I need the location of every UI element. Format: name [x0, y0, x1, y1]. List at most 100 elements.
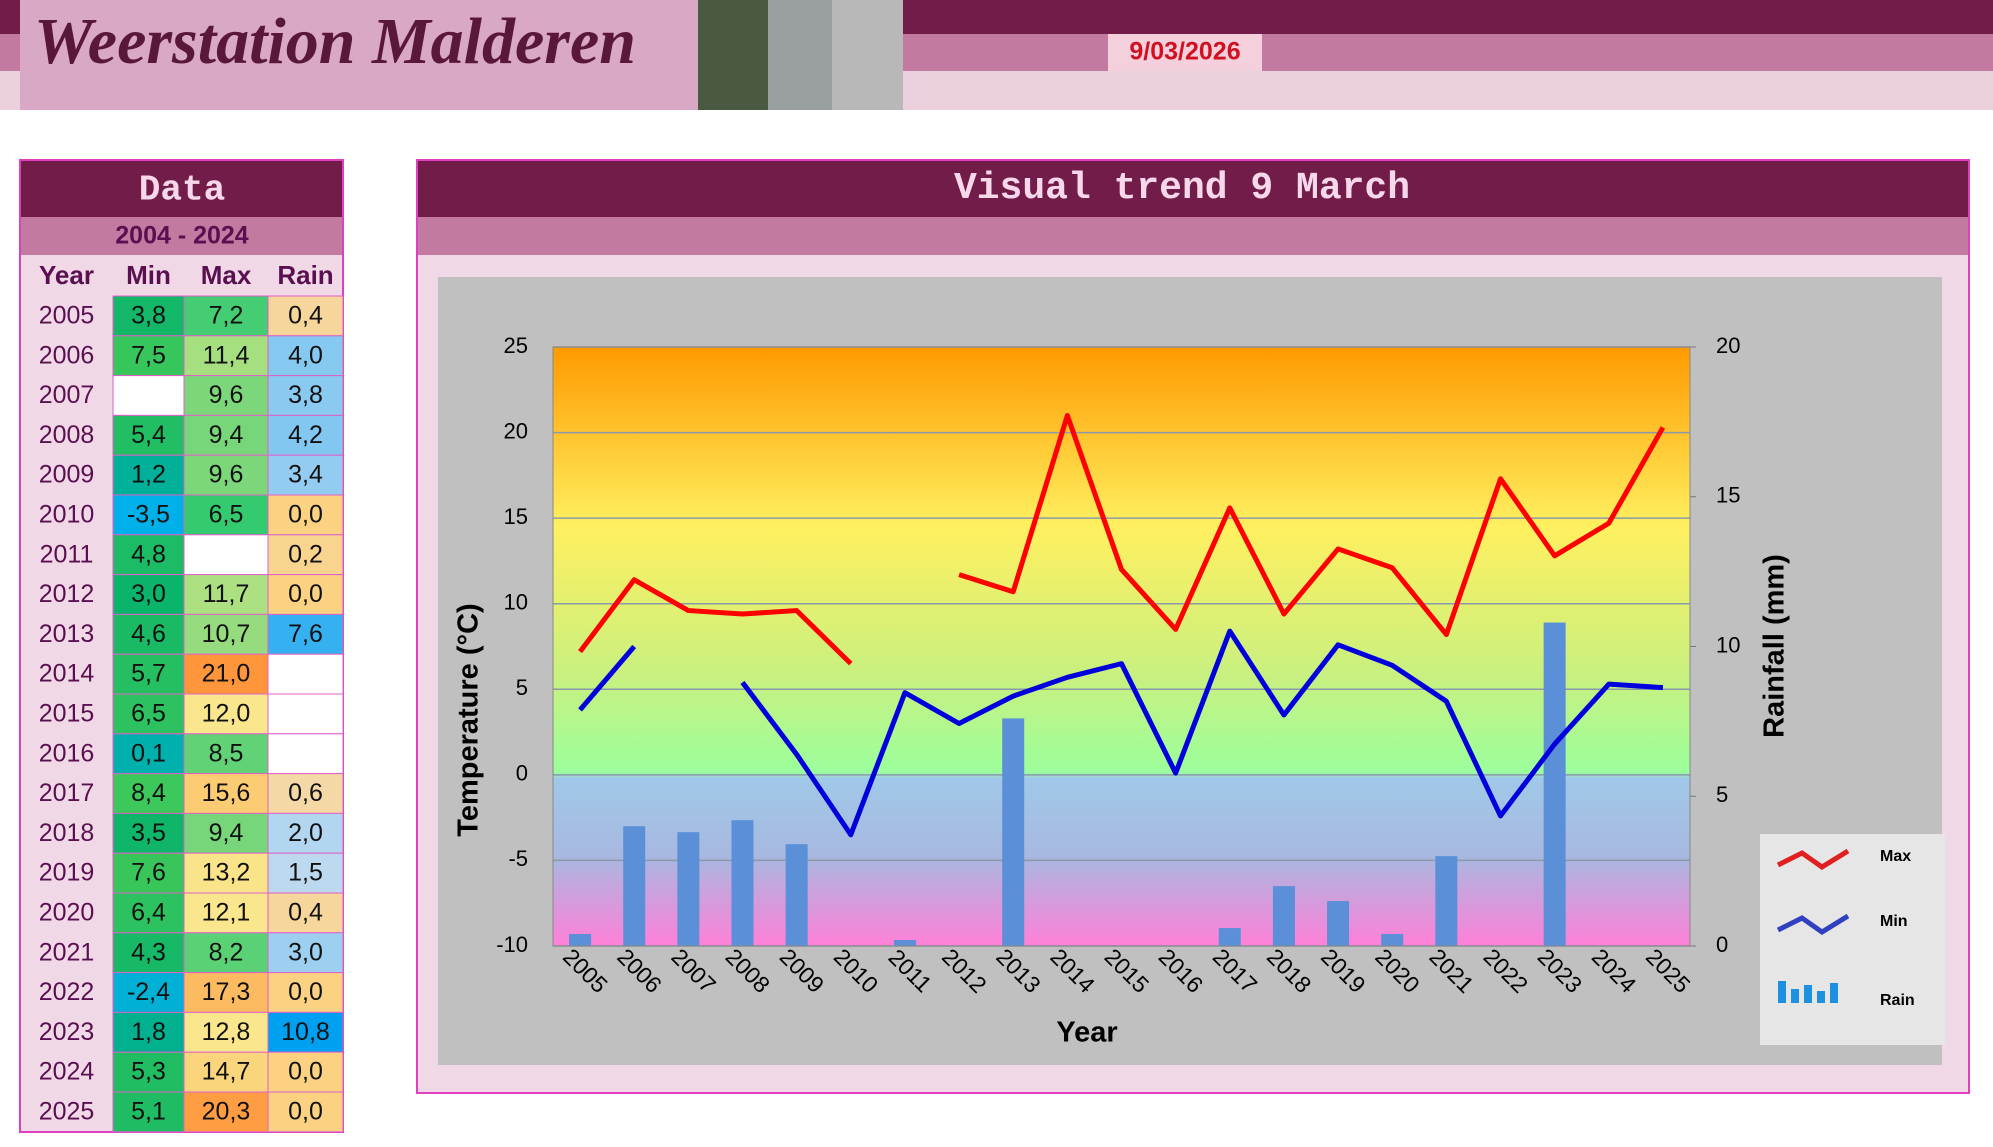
cell-value: 4,2 — [288, 421, 323, 449]
y-tick-label: 25 — [504, 333, 528, 358]
table-cell — [112, 375, 185, 416]
cell-value: 7,6 — [131, 859, 166, 887]
row-year: 2009 — [39, 461, 95, 489]
y2-tick-label: 15 — [1716, 483, 1740, 508]
row-year: 2010 — [39, 501, 95, 529]
legend-icon — [1804, 985, 1812, 1003]
legend-icon — [1830, 983, 1838, 1003]
rain-bar — [569, 934, 592, 946]
table-cell — [183, 892, 269, 934]
table-cell — [267, 494, 344, 536]
rain-bar — [1218, 928, 1241, 946]
cell-value: 3,0 — [288, 938, 323, 966]
row-year: 2019 — [39, 859, 95, 887]
cell-value: 0,4 — [288, 899, 323, 927]
cell-value: 21,0 — [202, 660, 251, 688]
cell-value: 7,6 — [288, 620, 323, 648]
chart-title: Visual trend 9 March — [954, 167, 1410, 210]
table-cell — [267, 653, 344, 695]
row-year: 2021 — [39, 938, 95, 966]
y-tick-label: -10 — [496, 932, 528, 957]
cell-value: 0,0 — [288, 1058, 323, 1086]
row-year: 2018 — [39, 819, 95, 847]
table-cell — [183, 653, 269, 695]
cell-value: 4,3 — [131, 938, 166, 966]
site-title: Weerstation Malderen — [34, 5, 636, 78]
cell-value: 0,0 — [288, 978, 323, 1006]
legend-icon — [1791, 989, 1799, 1003]
plot-area — [553, 347, 1690, 946]
table-cell — [267, 1091, 344, 1133]
table-cell — [112, 1091, 185, 1133]
table-cell — [267, 852, 344, 894]
legend-icon — [1817, 991, 1825, 1003]
cell-value: 2,0 — [288, 819, 323, 847]
table-cell — [267, 295, 344, 337]
cell-value: 1,2 — [131, 461, 166, 489]
cell-value: 3,5 — [131, 819, 166, 847]
cell-value: 17,3 — [202, 978, 251, 1006]
panel-subheader — [418, 217, 1968, 255]
column-header: Rain — [277, 260, 333, 290]
table-cell — [112, 494, 185, 536]
y-tick-label: 5 — [516, 675, 528, 700]
row-year: 2025 — [39, 1098, 95, 1126]
table-cell — [183, 454, 269, 496]
cell-value: 8,5 — [209, 739, 244, 767]
cell-value: -3,5 — [127, 501, 170, 529]
date-box — [1108, 34, 1262, 71]
table-cell — [112, 932, 185, 974]
cell-value: 0,0 — [288, 580, 323, 608]
rain-bar — [1543, 622, 1566, 946]
cell-value: 0,6 — [288, 779, 323, 807]
cell-value: 13,2 — [202, 859, 251, 887]
row-year: 2007 — [39, 381, 95, 409]
period: 2004 - 2024 — [115, 222, 249, 250]
table-cell — [267, 414, 344, 456]
cell-value: 12,0 — [202, 700, 251, 728]
plot-frame — [552, 346, 1691, 947]
y-tick-label: 10 — [504, 590, 528, 615]
table-cell — [267, 454, 344, 496]
cell-value: 3,8 — [131, 302, 166, 330]
cell-value: 4,8 — [131, 540, 166, 568]
table-cell — [267, 1011, 344, 1053]
cell-value: 8,4 — [131, 779, 166, 807]
cell-value: 10,8 — [281, 1018, 330, 1046]
table-cell — [267, 693, 344, 735]
column-header: Year — [39, 260, 94, 290]
cell-value: -2,4 — [127, 978, 170, 1006]
row-year: 2012 — [39, 580, 95, 608]
rain-bar — [1272, 886, 1295, 946]
table-cell — [267, 812, 344, 854]
cell-value: 3,8 — [288, 381, 323, 409]
cell-value: 6,4 — [131, 899, 166, 927]
legend-icon — [1778, 981, 1786, 1003]
table-cell — [267, 574, 344, 615]
line-min — [578, 628, 1664, 838]
row-year: 2020 — [39, 899, 95, 927]
legend-icon — [1776, 848, 1850, 870]
table-cell — [267, 972, 344, 1013]
y2-tick-label: 10 — [1716, 632, 1740, 657]
legend — [1760, 834, 1945, 1045]
cell-value: 11,7 — [203, 580, 250, 608]
cell-value: 3,0 — [131, 580, 166, 608]
rain-bar — [1435, 856, 1458, 946]
table-cell — [183, 773, 269, 814]
rain-bar — [1327, 901, 1350, 946]
y-tick-label: 15 — [504, 504, 528, 529]
y2-tick-label: 20 — [1716, 333, 1740, 358]
date: 9/03/2026 — [1129, 38, 1240, 66]
legend-label: Max — [1880, 848, 1911, 865]
cell-value: 11,4 — [203, 341, 250, 369]
rain-bar — [677, 832, 700, 946]
cell-value: 14,7 — [202, 1058, 251, 1086]
panel-title: Data — [139, 170, 225, 211]
table-cell — [183, 693, 269, 735]
table-cell — [267, 1051, 344, 1093]
cell-value: 7,2 — [209, 302, 244, 330]
rain-bar — [623, 826, 646, 946]
